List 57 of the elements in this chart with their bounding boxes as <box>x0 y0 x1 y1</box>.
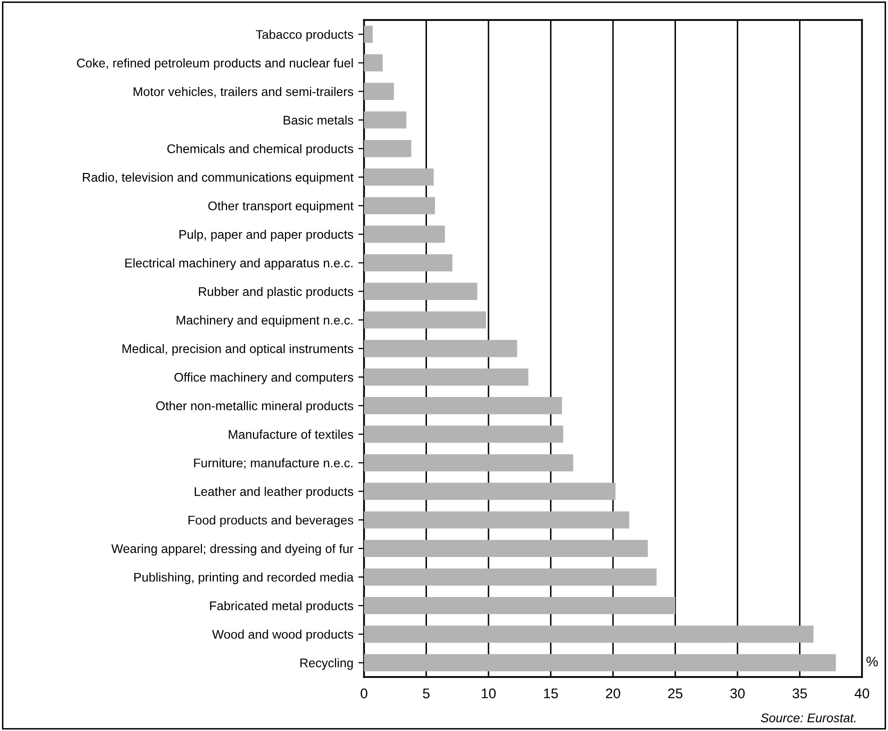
y-tick-label: Recycling <box>300 658 353 670</box>
bar <box>364 511 630 528</box>
x-tick-label: 0 <box>360 688 368 698</box>
bar <box>364 568 657 586</box>
y-tick-label: Manufacture of textiles <box>228 430 354 439</box>
bar <box>364 254 452 272</box>
bar <box>364 82 394 100</box>
bar <box>364 111 406 129</box>
x-tick-label: 40 <box>854 688 870 698</box>
y-tick-label: Tabacco products <box>256 30 354 42</box>
x-tick-label: 30 <box>730 688 745 698</box>
bar <box>364 311 486 329</box>
bar <box>364 654 836 672</box>
y-tick-label: Chemicals and chemical products <box>167 144 354 156</box>
bar <box>364 168 434 186</box>
bar <box>364 397 562 414</box>
bar <box>364 340 518 358</box>
y-tick-label: Motor vehicles, trailers and semi-trailers <box>134 86 354 98</box>
x-tick-label: 35 <box>792 688 807 698</box>
bar <box>364 368 528 386</box>
source-note: Source: Eurostat. <box>760 713 856 722</box>
bar <box>364 140 412 158</box>
x-tick-label: 15 <box>544 688 558 698</box>
bar <box>364 197 435 214</box>
y-tick-label: Leather and leather products <box>194 486 354 498</box>
y-tick-label: Pulp, paper and paper products <box>180 230 354 242</box>
bar <box>364 540 648 558</box>
y-tick-label: Other non-metallic mineral products <box>156 401 354 413</box>
y-tick-label: Food products and beverages <box>188 515 354 528</box>
y-tick-label: Wearing apparel; dressing and dyeing of fur <box>111 544 354 556</box>
x-axis-title: % <box>866 656 878 666</box>
x-tick-label: 25 <box>668 688 682 698</box>
y-tick-label: Rubber and plastic products <box>198 286 354 298</box>
x-tick-label: 20 <box>606 688 620 698</box>
y-tick-label: Machinery and equipment n.e.c. <box>176 315 352 328</box>
y-tick-label: Radio, television and communications equipment <box>82 172 354 184</box>
y-tick-label: Electrical machinery and apparatus n.e.c. <box>125 258 352 270</box>
bar <box>364 282 478 300</box>
y-tick-label: Publishing, printing and recorded media <box>134 572 354 584</box>
bar <box>364 26 373 43</box>
x-tick-label: 10 <box>482 688 496 698</box>
bar <box>364 226 445 243</box>
bar <box>364 54 383 72</box>
y-tick-label: Wood and wood products <box>212 630 354 642</box>
bar <box>364 454 574 472</box>
bar <box>364 597 676 614</box>
y-tick-label: Fabricated metal products <box>210 601 354 613</box>
bar <box>364 626 814 643</box>
x-tick-label: 5 <box>422 688 430 698</box>
y-tick-label: Office machinery and computers <box>174 372 354 384</box>
y-tick-label: Basic metals <box>284 115 354 125</box>
bar <box>364 426 564 443</box>
bar <box>364 482 616 500</box>
y-tick-label: Other transport equipment <box>208 201 354 213</box>
y-tick-label: Furniture; manufacture n.e.c. <box>194 458 352 469</box>
y-tick-label: Medical, precision and optical instruments <box>122 344 354 356</box>
y-tick-label: Coke, refined petroleum products and nuclear fuel <box>76 58 353 70</box>
